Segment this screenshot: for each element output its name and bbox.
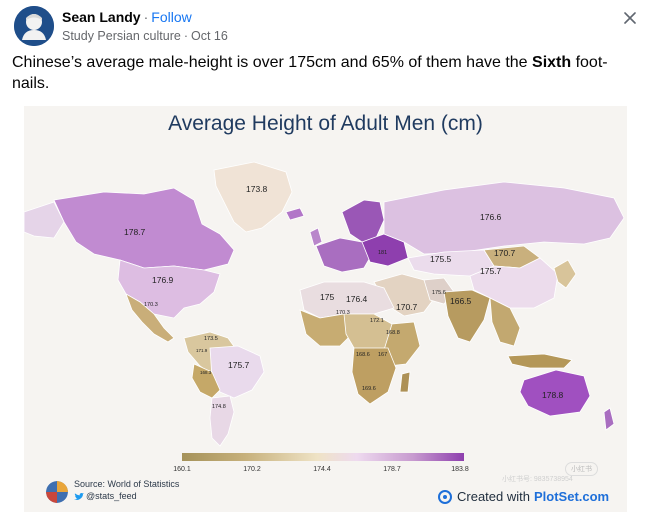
- label-tanzania: 167: [378, 352, 387, 358]
- label-algeria: 175: [320, 292, 334, 302]
- watermark-chip: 小红书: [565, 462, 598, 476]
- post-image[interactable]: Average Height of Adult Men (cm): [24, 106, 627, 512]
- plotset-logo-icon: [438, 489, 452, 504]
- plotset-credit[interactable]: Created with PlotSet.com: [438, 489, 609, 504]
- label-brazil: 175.7: [228, 360, 250, 370]
- label-australia: 178.8: [542, 390, 564, 400]
- region-western-europe: [315, 237, 373, 273]
- world-map: 173.8 178.7 176.9 170.3 173.5 171.9 168.…: [24, 161, 625, 447]
- close-icon: [624, 12, 636, 24]
- region-madagascar: [399, 371, 411, 393]
- credit-prefix: Created with: [457, 489, 530, 504]
- region-mexico: [125, 293, 175, 343]
- region-australia: [519, 369, 591, 417]
- post-text-end: foot-nails.: [12, 54, 608, 92]
- label-mexico: 170.3: [144, 302, 158, 308]
- region-west-africa: [299, 309, 355, 347]
- label-russia: 176.6: [480, 212, 502, 222]
- region-argentina: [209, 395, 235, 447]
- label-niger: 170.3: [336, 310, 350, 316]
- legend-tick: 174.4: [313, 466, 331, 473]
- region-north-africa: [299, 281, 395, 319]
- label-mongolia: 170.7: [494, 248, 516, 258]
- label-argentina: 174.8: [212, 404, 226, 410]
- region-alaska: [24, 201, 65, 239]
- post-header: Sean Landy · Follow Study Persian culture ·…: [14, 6, 640, 48]
- post-date[interactable]: Oct 16: [190, 29, 228, 43]
- meta-separator-dot: ·: [183, 29, 188, 43]
- region-new-zealand: [603, 407, 615, 431]
- label-colombia: 173.5: [204, 336, 218, 342]
- twitter-handle[interactable]: @stats_feed: [86, 491, 137, 501]
- separator-dot: ·: [143, 9, 149, 25]
- label-india: 166.5: [450, 296, 472, 306]
- label-greenland: 173.8: [246, 184, 268, 194]
- twitter-bird-icon: [74, 492, 84, 500]
- region-se-asia: [489, 297, 521, 347]
- avatar-silhouette-icon: [14, 6, 54, 46]
- watermark-id: 小红书号: 9835738954: [502, 476, 573, 483]
- label-kazakhstan: 175.5: [430, 254, 452, 264]
- close-button[interactable]: [620, 8, 640, 28]
- post-text: Chinese’s average male-height is over 17…: [12, 52, 622, 94]
- region-southern-africa: [351, 347, 397, 405]
- label-sudan: 172.1: [370, 318, 384, 324]
- post-text-start: Chinese’s average male-height is over 17…: [12, 54, 533, 71]
- group-name[interactable]: Study Persian culture: [62, 29, 181, 43]
- post-text-bold: Sixth: [532, 54, 572, 71]
- legend-tick: 170.2: [243, 466, 261, 473]
- region-india: [443, 289, 491, 343]
- source-block: Source: World of Statistics @stats_feed: [46, 477, 246, 507]
- legend-gradient-bar: [182, 453, 464, 461]
- handle-line: @stats_feed: [74, 491, 137, 501]
- label-usa: 176.9: [152, 275, 174, 285]
- label-congo: 168.6: [356, 352, 370, 358]
- label-canada: 178.7: [124, 227, 146, 237]
- source-text: Source: World of Statistics: [74, 479, 180, 489]
- label-saudi: 170.7: [396, 302, 418, 312]
- legend-tick: 178.7: [383, 466, 401, 473]
- legend-tick: 183.8: [451, 466, 469, 473]
- color-legend: 160.1 170.2 174.4 178.7 183.8: [173, 453, 472, 473]
- follow-button[interactable]: Follow: [151, 9, 192, 25]
- credit-brand: PlotSet.com: [533, 489, 610, 504]
- region-canada: [53, 187, 235, 271]
- label-iran: 175.6: [432, 290, 446, 296]
- legend-tick: 160.1: [173, 466, 191, 473]
- world-of-statistics-logo-icon: [46, 481, 68, 503]
- region-iceland: [285, 207, 305, 221]
- label-peru: 168.3: [200, 370, 212, 375]
- region-uk: [309, 227, 323, 247]
- label-south-africa: 169.6: [362, 386, 376, 392]
- author-avatar[interactable]: [14, 6, 54, 46]
- region-scandinavia: [341, 199, 385, 243]
- label-libya: 176.4: [346, 294, 368, 304]
- label-eastern-europe: 181: [378, 250, 387, 256]
- region-greenland: [213, 161, 293, 233]
- author-name[interactable]: Sean Landy: [62, 9, 141, 25]
- post-meta: Study Persian culture · Oct 16: [62, 29, 228, 43]
- region-indonesia: [507, 353, 573, 369]
- label-china: 175.7: [480, 266, 502, 276]
- author-line: Sean Landy · Follow: [62, 9, 192, 25]
- region-russia: [383, 181, 625, 255]
- map-title: Average Height of Adult Men (cm): [168, 112, 483, 135]
- label-ecuador: 171.9: [196, 348, 208, 353]
- region-japan-korea: [553, 259, 577, 289]
- label-ethiopia: 168.8: [386, 330, 400, 336]
